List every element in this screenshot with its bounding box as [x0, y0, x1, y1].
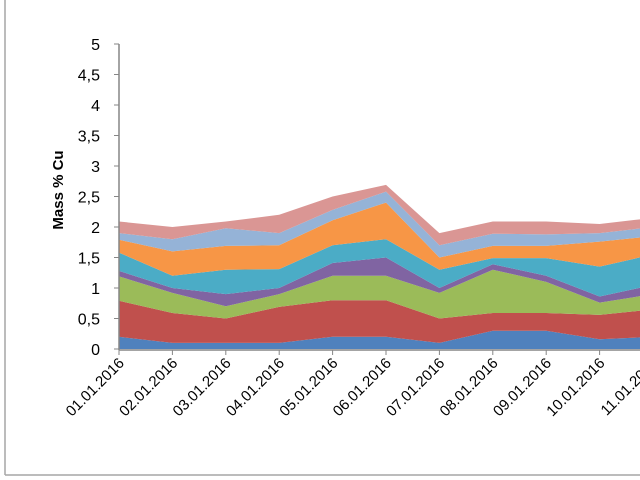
- y-tick-label: 2: [91, 220, 100, 237]
- area-series-2: [119, 300, 640, 343]
- y-tick-label: 1,5: [78, 251, 100, 268]
- y-tick-label: 3: [91, 159, 100, 176]
- area-series-3: [119, 269, 640, 319]
- y-tick-label: 2,5: [78, 190, 100, 207]
- y-tick-label: 0: [91, 342, 100, 359]
- area-series-5: [119, 239, 640, 297]
- y-axis-label: Mass % Cu: [50, 150, 67, 229]
- x-tick-labels: 01.01.201602.01.201603.01.201604.01.2016…: [63, 350, 640, 420]
- area-series-6: [119, 202, 640, 276]
- area-series-1: [119, 330, 640, 349]
- y-tick-label: 4,5: [78, 68, 100, 85]
- area-series-8: [119, 184, 640, 246]
- y-tick-label: 3,5: [78, 129, 100, 146]
- y-tick-label: 1: [91, 281, 100, 298]
- y-tick-labels: 0 0,5 1 1,5 2 2,5 3 3,5 4 4,5 5: [78, 37, 119, 359]
- y-tick-label: 4: [91, 98, 100, 115]
- area-series-4: [119, 257, 640, 307]
- y-tick-label: 0,5: [78, 312, 100, 329]
- area-series-7: [119, 191, 640, 258]
- y-tick-label: 5: [91, 37, 100, 54]
- area-series-group: [119, 184, 640, 349]
- x-tick-label: 10.01.2016: [543, 355, 608, 420]
